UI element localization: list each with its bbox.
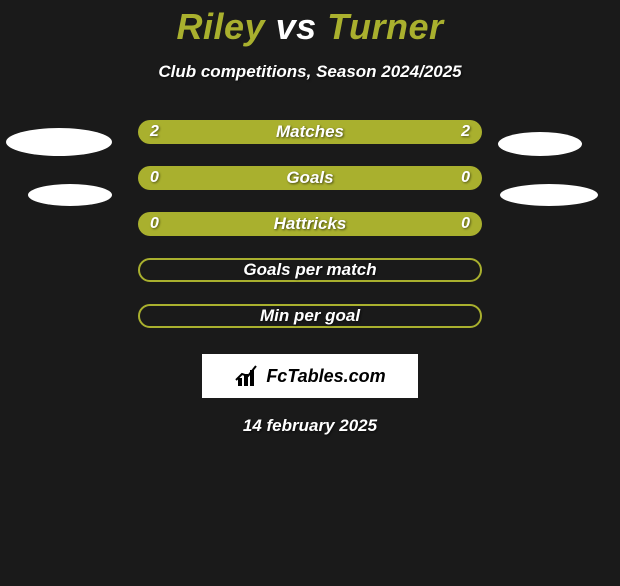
player1-name: Riley	[177, 6, 266, 47]
date-label: 14 february 2025	[0, 416, 620, 436]
stat-value-left: 0	[150, 169, 159, 187]
stat-label: Min per goal	[260, 306, 360, 326]
stat-bar: Min per goal	[138, 304, 482, 328]
stat-bar: Goals per match	[138, 258, 482, 282]
subtitle: Club competitions, Season 2024/2025	[0, 62, 620, 82]
page-title: Riley vs Turner	[0, 6, 620, 48]
stat-value-right: 2	[461, 123, 470, 141]
stat-label: Matches	[276, 122, 344, 142]
stat-bar: 0 Goals 0	[138, 166, 482, 190]
stat-label: Hattricks	[274, 214, 347, 234]
stat-row-goals: 0 Goals 0	[0, 166, 620, 190]
stat-row-min-per-goal: Min per goal	[0, 304, 620, 328]
stat-value-right: 0	[461, 169, 470, 187]
player2-name: Turner	[327, 6, 443, 47]
logo-text: FcTables.com	[266, 366, 385, 387]
stat-value-left: 0	[150, 215, 159, 233]
stat-value-right: 0	[461, 215, 470, 233]
chart-icon	[234, 364, 262, 388]
stat-value-left: 2	[150, 123, 159, 141]
stat-bar: 2 Matches 2	[138, 120, 482, 144]
logo-box[interactable]: FcTables.com	[202, 354, 418, 398]
stat-bar: 0 Hattricks 0	[138, 212, 482, 236]
vs-label: vs	[276, 6, 317, 47]
stat-row-matches: 2 Matches 2	[0, 120, 620, 144]
stat-label: Goals	[286, 168, 333, 188]
stat-row-hattricks: 0 Hattricks 0	[0, 212, 620, 236]
stat-row-goals-per-match: Goals per match	[0, 258, 620, 282]
stat-label: Goals per match	[243, 260, 376, 280]
